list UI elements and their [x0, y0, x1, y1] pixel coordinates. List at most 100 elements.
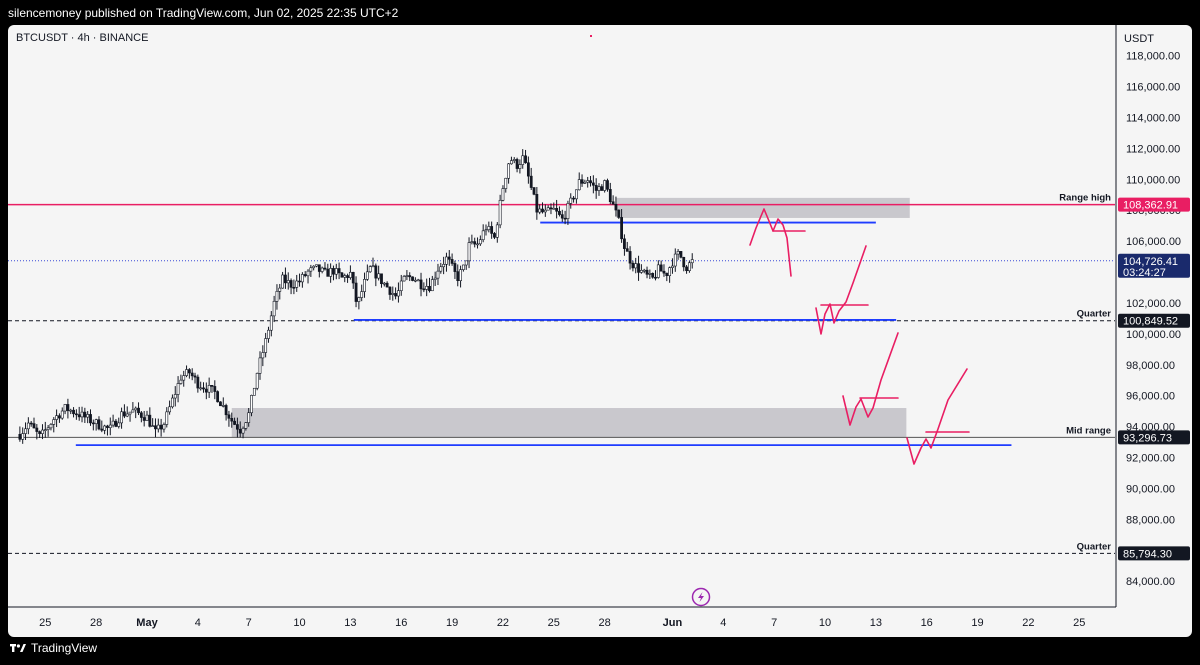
candle-body: [363, 279, 366, 292]
candle-body: [416, 279, 420, 282]
candle-body: [247, 412, 251, 423]
y-tick-label: 90,000.00: [1126, 483, 1175, 495]
candle-body: [354, 282, 358, 302]
candle-body: [676, 251, 680, 255]
candle-body: [216, 391, 220, 403]
candle-body: [552, 207, 556, 210]
candle-body: [583, 181, 587, 184]
candle-body: [351, 271, 355, 284]
candle-body: [32, 423, 36, 429]
candle-body: [142, 417, 146, 421]
drawing-stroke: [842, 332, 899, 426]
candle-body: [473, 241, 477, 245]
candle-body: [535, 194, 539, 213]
lightning-icon-ring: [691, 587, 711, 607]
candle-body: [642, 269, 646, 272]
candle-body: [493, 233, 496, 238]
candle-body: [207, 385, 211, 393]
x-tick-label: 16: [395, 617, 407, 629]
candle-body: [654, 276, 657, 279]
candle-body: [365, 271, 369, 280]
candle-body: [145, 414, 149, 421]
candle-body: [18, 433, 22, 440]
candle-body: [38, 431, 42, 434]
candle-body: [117, 422, 121, 427]
candle-body: [397, 290, 400, 297]
candle-body: [504, 177, 508, 189]
level-price-tag-bg: [1118, 546, 1190, 561]
candle-body: [549, 207, 553, 210]
price-chart[interactable]: Range high Quarter Mid range Quarter 84,000…: [8, 25, 1192, 637]
candle-body: [665, 272, 669, 277]
candle-body: [484, 229, 488, 232]
footer-brand: TradingView: [31, 641, 98, 655]
candle-body: [337, 268, 341, 274]
candle-body: [55, 415, 59, 420]
candle-body: [100, 428, 104, 431]
candle-body: [586, 180, 590, 183]
drawing-stroke: [906, 368, 968, 465]
candle-body: [391, 293, 395, 295]
candle-body: [219, 401, 222, 407]
candle-body: [436, 270, 440, 279]
candle-body: [306, 270, 310, 277]
candle-body: [128, 411, 132, 415]
candle-body: [651, 273, 655, 278]
candle-body: [524, 155, 527, 164]
candle-body: [171, 397, 174, 408]
candle-body: [614, 204, 618, 211]
zones-layer: [231, 197, 910, 438]
candle-body: [340, 272, 344, 278]
level-price-tag: 93,296.73: [1123, 432, 1172, 444]
candle-body: [611, 201, 615, 205]
y-tick-label: 92,000.00: [1126, 452, 1175, 464]
candle-body: [648, 273, 652, 275]
candle-body: [103, 425, 107, 431]
candle-body: [317, 264, 321, 272]
x-tick-label: 7: [771, 617, 777, 629]
current-price-tag-countdown: 03:24:27: [1123, 267, 1166, 279]
candle-body: [60, 410, 64, 419]
candle-body: [120, 411, 123, 424]
x-tick-label: 4: [720, 617, 726, 629]
candle-body: [238, 428, 242, 434]
axis-layer: 84,000.0086,000.0088,000.0090,000.0092,0…: [8, 25, 1190, 629]
candle-body: [623, 238, 626, 249]
candle-body: [639, 270, 643, 273]
candle-body: [320, 267, 324, 272]
candle-body: [594, 184, 598, 191]
candle-body: [425, 286, 429, 290]
candle-body: [139, 412, 143, 418]
candle-body: [439, 266, 443, 272]
candle-body: [572, 197, 575, 200]
candle-body: [114, 420, 118, 427]
candle-body: [656, 264, 660, 278]
chart-panel[interactable]: Range high Quarter Mid range Quarter 84,000…: [8, 25, 1192, 637]
candle-body: [671, 265, 674, 268]
y-tick-label: 106,000.00: [1126, 236, 1181, 248]
x-tick-label: 10: [819, 617, 831, 629]
candle-body: [224, 405, 228, 416]
candle-body: [589, 180, 592, 184]
candle-body: [481, 230, 485, 241]
candle-body: [289, 280, 293, 288]
candle-body: [196, 376, 200, 389]
candle-body: [210, 385, 214, 387]
y-tick-label: 102,000.00: [1126, 298, 1181, 310]
candle-body: [515, 159, 519, 169]
candle-body: [66, 404, 70, 411]
level-price-tag-bg: [1118, 430, 1190, 445]
level-price-tag: 85,794.30: [1123, 548, 1172, 560]
candle-body: [258, 357, 262, 374]
candle-body: [659, 264, 663, 272]
candle-body: [411, 276, 414, 281]
candle-body: [569, 197, 573, 204]
candle-body: [464, 260, 468, 266]
candle-body: [501, 188, 505, 201]
candle-body: [430, 279, 434, 292]
candle-body: [668, 267, 672, 277]
candle-body: [399, 280, 403, 291]
lightning-icon: [691, 587, 711, 607]
candle-body: [450, 259, 454, 264]
